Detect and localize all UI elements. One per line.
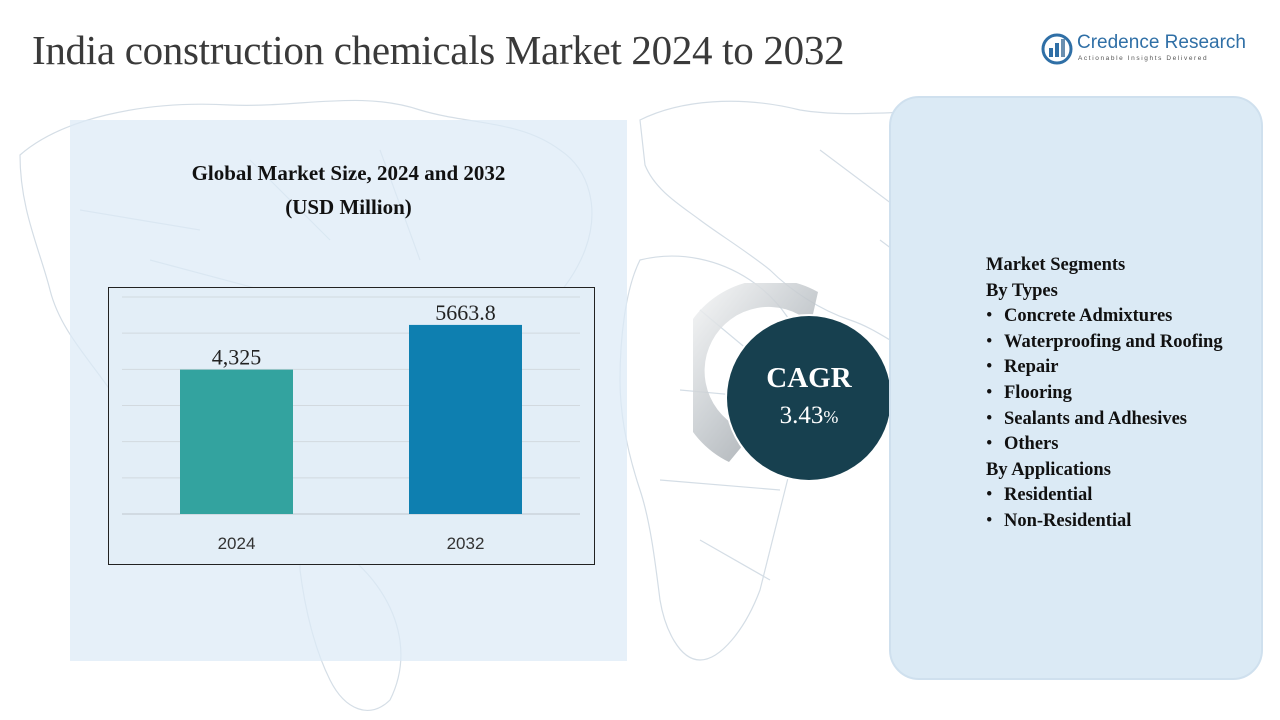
chart-title-line2: (USD Million): [285, 195, 412, 219]
segment-item: Concrete Admixtures: [986, 304, 1223, 330]
bar-2024: [180, 369, 293, 514]
x-tick-label: 2024: [218, 534, 256, 553]
chart-title: Global Market Size, 2024 and 2032 (USD M…: [70, 156, 627, 224]
bar-2032: [409, 324, 522, 514]
segment-item: Waterproofing and Roofing: [986, 330, 1223, 356]
cagr-ring: [693, 283, 893, 482]
credence-logo-icon: [1041, 33, 1073, 65]
bar-value-label: 4,325: [212, 345, 262, 370]
segment-item: Repair: [986, 355, 1223, 381]
segment-item: Flooring: [986, 381, 1223, 407]
segment-item: Sealants and Adhesives: [986, 407, 1223, 433]
segment-group-title: By Applications: [986, 459, 1111, 480]
segments-heading: Market Segments: [986, 255, 1126, 275]
cagr-label: CAGR: [766, 362, 852, 394]
x-tick-label: 2032: [447, 534, 485, 553]
chart-title-line1: Global Market Size, 2024 and 2032: [191, 161, 506, 185]
chart-bars: 4,325 2024 5663.8 2032: [180, 300, 522, 553]
cagr-circle: [727, 316, 891, 480]
segment-item: Others: [986, 432, 1223, 458]
cagr-ring-arc: [693, 283, 818, 462]
segment-group-title: By Types: [986, 280, 1058, 301]
market-segments-list: Market Segments By Types Concrete Admixt…: [986, 253, 1223, 535]
cagr-value: 3.43%: [727, 402, 891, 430]
bar-value-label: 5663.8: [435, 300, 496, 325]
logo-name: Credence Research: [1077, 32, 1246, 53]
brand-logo: Credence Research Actionable Insights De…: [1040, 30, 1260, 70]
cagr-number: 3.43: [779, 402, 824, 429]
cagr-unit: %: [823, 407, 839, 427]
page-title: India construction chemicals Market 2024…: [32, 27, 845, 73]
market-size-bar-chart: 4,325 2024 5663.8 2032: [108, 287, 595, 565]
segment-item: Non-Residential: [986, 509, 1223, 535]
segment-item: Residential: [986, 483, 1223, 509]
logo-tagline: Actionable Insights Delivered: [1078, 55, 1209, 62]
